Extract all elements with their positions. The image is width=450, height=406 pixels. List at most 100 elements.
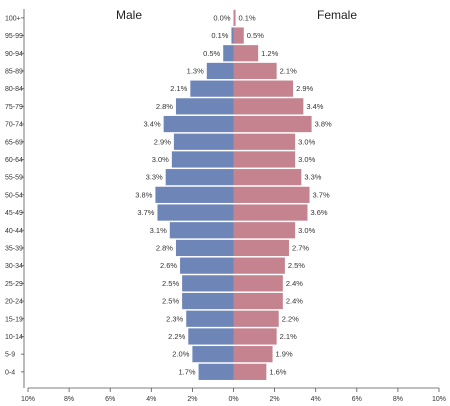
age-group-label: 60-64 [5,157,23,164]
female-bar-0-4 [233,363,267,380]
male-value-label: 3.0% [152,155,169,164]
male-bar-0-4 [198,363,234,380]
male-bar-90-94 [223,45,234,62]
male-title: Male [116,8,142,22]
male-bar-10-14 [188,328,234,345]
female-bar-60-64 [233,151,296,168]
female-bar-45-49 [233,204,308,221]
age-group-label: 75-79 [5,104,23,111]
x-tick-label: 10% [21,396,35,403]
female-bar-35-39 [233,239,289,257]
male-bar-25-29 [182,275,234,292]
female-value-label: 3.8% [315,120,332,129]
male-value-label: 3.4% [144,120,161,129]
female-value-label: 1.9% [276,350,293,359]
female-value-label: 2.2% [282,314,299,323]
male-bar-30-34 [180,257,234,274]
male-value-label: 2.8% [156,243,173,252]
female-bar-70-74 [233,115,312,133]
male-bar-85-89 [206,62,234,80]
female-value-label: 2.1% [280,332,297,341]
male-bar-80-84 [190,80,234,97]
male-value-label: 2.5% [162,279,179,288]
female-value-label: 1.2% [261,49,278,58]
female-value-label: 3.6% [310,208,327,217]
x-tick-label: 4% [311,396,321,403]
female-bar-75-79 [233,98,304,115]
female-value-label: 0.5% [247,31,264,40]
female-bar-25-29 [233,275,283,292]
age-group-label: 20-24 [5,299,23,306]
age-group-label: 15-19 [5,316,23,323]
female-bar-80-84 [233,80,294,97]
age-group-label: 35-39 [5,245,23,252]
male-value-label: 2.0% [172,350,189,359]
male-value-label: 3.1% [150,226,167,235]
age-group-label: 10-14 [5,334,23,341]
age-group-label: 95-99 [5,33,23,40]
male-value-label: 2.2% [168,332,185,341]
x-tick-label: 0% [228,396,238,403]
age-group-label: 85-89 [5,68,23,75]
female-bar-30-34 [233,257,285,274]
male-bar-65-69 [173,133,234,150]
age-group-label: 45-49 [5,210,23,217]
male-bar-5-9 [192,346,234,363]
male-bar-50-54 [155,186,234,203]
age-group-label: 0-4 [5,369,15,376]
age-group-label: 80-84 [5,86,23,93]
female-value-label: 2.1% [280,66,297,75]
female-bar-95-99 [233,27,244,44]
female-bar-50-54 [233,186,310,203]
male-bar-45-49 [157,204,234,221]
male-bar-40-44 [169,222,234,239]
female-value-label: 2.4% [286,297,303,306]
male-value-label: 2.9% [154,137,171,146]
male-value-label: 0.0% [213,13,230,22]
female-value-label: 3.0% [298,137,315,146]
male-value-label: 1.3% [187,66,204,75]
age-group-label: 65-69 [5,139,23,146]
female-value-label: 2.7% [292,243,309,252]
female-bar-85-89 [233,62,277,80]
age-group-label: 70-74 [5,122,23,129]
female-title: Female [317,8,357,22]
male-bar-95-99 [231,27,234,44]
male-value-label: 1.7% [178,367,195,376]
male-bar-35-39 [175,239,234,257]
female-value-label: 2.5% [288,261,305,270]
age-group-label: 5-9 [5,352,15,359]
male-value-label: 3.8% [135,190,152,199]
male-bar-60-64 [171,151,234,168]
female-bar-65-69 [233,133,296,150]
x-tick-label: 4% [146,396,156,403]
male-value-label: 2.8% [156,102,173,111]
x-tick-label: 6% [105,396,115,403]
female-value-label: 2.4% [286,279,303,288]
male-value-label: 2.6% [160,261,177,270]
female-bar-5-9 [233,346,273,363]
female-value-label: 0.1% [239,13,256,22]
female-bar-55-59 [233,169,302,186]
female-value-label: 1.6% [269,367,286,376]
female-bar-100+ [233,9,236,26]
age-group-label: 50-54 [5,192,23,199]
x-tick-label: 8% [64,396,74,403]
x-tick-label: 2% [270,396,280,403]
female-value-label: 2.9% [296,84,313,93]
male-value-label: 2.5% [162,297,179,306]
female-value-label: 3.0% [298,226,315,235]
male-value-label: 0.5% [203,49,220,58]
female-value-label: 3.7% [313,190,330,199]
female-bar-10-14 [233,328,277,345]
male-value-label: 3.3% [146,173,163,182]
male-value-label: 2.1% [170,84,187,93]
male-bar-55-59 [165,169,234,186]
male-bar-15-19 [186,310,234,327]
female-bar-15-19 [233,310,279,327]
male-bar-70-74 [163,115,234,133]
male-bar-20-24 [182,292,234,310]
female-value-label: 3.3% [304,173,321,182]
age-group-label: 90-94 [5,51,23,58]
age-group-label: 100+ [5,15,21,22]
